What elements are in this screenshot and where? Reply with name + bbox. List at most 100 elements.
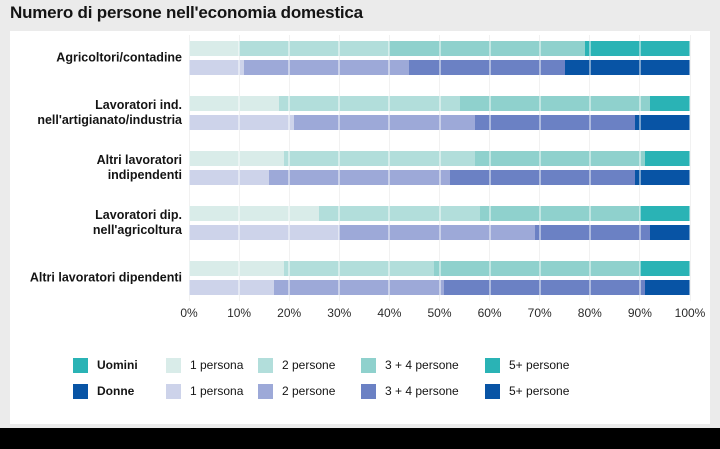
legend-item-uomini-4: 5+ persone xyxy=(485,358,569,373)
legend-item-uomini-1: 1 persona xyxy=(166,358,243,373)
gridline-overlay-100 xyxy=(689,35,691,301)
segment-5+ persone xyxy=(649,96,690,111)
segment-1 persona xyxy=(189,261,285,276)
category-label: Agricoltori/contadine xyxy=(56,50,182,65)
x-tick-label: 10% xyxy=(227,306,252,320)
gridline-0 xyxy=(188,35,190,301)
segment-3 + 4 persone xyxy=(459,96,650,111)
gridline-70 xyxy=(539,35,541,301)
legend-swatch xyxy=(258,384,273,399)
gridline-80 xyxy=(589,35,591,301)
segment-3 + 4 persone xyxy=(479,206,640,221)
gridline-40 xyxy=(388,35,390,301)
legend-item-donne-2: 2 persone xyxy=(258,384,335,399)
legend-swatch xyxy=(258,358,273,373)
legend-item-uomini-2: 2 persone xyxy=(258,358,335,373)
segment-2 persone xyxy=(269,170,450,185)
gridline-10 xyxy=(238,35,240,301)
bar-uomini-3 xyxy=(189,206,690,221)
legend-item-label: 5+ persone xyxy=(509,358,570,372)
legend-swatch xyxy=(485,358,500,373)
segment-5+ persone xyxy=(639,206,690,221)
legend-swatch xyxy=(166,384,181,399)
bar-donne-3 xyxy=(189,225,690,240)
segment-2 persone xyxy=(239,41,390,56)
category-label: Lavoratori dip. nell'agricoltura xyxy=(92,208,182,237)
gridline-overlay-50 xyxy=(438,35,441,301)
segment-1 persona xyxy=(189,170,270,185)
segment-2 persone xyxy=(294,115,475,130)
legend-item-label: 3 + 4 persone xyxy=(385,358,459,372)
gridline-overlay-60 xyxy=(488,35,491,301)
gridline-overlay-10 xyxy=(238,35,241,301)
bar-donne-4 xyxy=(189,280,690,295)
segment-1 persona xyxy=(189,280,275,295)
gridline-overlay-70 xyxy=(538,35,541,301)
x-tick-label: 40% xyxy=(377,306,402,320)
segment-1 persona xyxy=(189,206,320,221)
legend-series-uomini: Uomini xyxy=(73,358,138,373)
bar-donne-0 xyxy=(189,60,690,75)
gridline-50 xyxy=(439,35,440,301)
chart-title: Numero di persone nell'economia domestic… xyxy=(10,3,363,22)
segment-3 + 4 persone xyxy=(389,41,585,56)
segment-5+ persone xyxy=(644,280,690,295)
gridline-60 xyxy=(489,35,491,301)
segment-2 persone xyxy=(244,60,410,75)
bar-donne-1 xyxy=(189,115,690,130)
segment-2 persone xyxy=(319,206,480,221)
segment-5+ persone xyxy=(649,225,690,240)
gridline-overlay-80 xyxy=(588,35,591,301)
segment-2 persone xyxy=(274,280,445,295)
gridline-overlay-0 xyxy=(188,35,190,301)
legend-swatch xyxy=(166,358,181,373)
segment-1 persona xyxy=(189,115,295,130)
segment-1 persona xyxy=(189,41,240,56)
legend-label-uomini: Uomini xyxy=(97,358,138,372)
segment-2 persone xyxy=(284,261,435,276)
legend-item-uomini-3: 3 + 4 persone xyxy=(361,358,459,373)
segment-1 persona xyxy=(189,151,285,166)
x-tick-label: 70% xyxy=(527,306,552,320)
legend-item-donne-1: 1 persona xyxy=(166,384,243,399)
gridline-90 xyxy=(639,35,641,301)
plot-area: 0% 10% 20% 30% 40% 50% 60% 70% 80% 90% 100% xyxy=(180,35,705,335)
gridline-overlay-30 xyxy=(338,35,341,301)
segment-5+ persone xyxy=(644,151,690,166)
legend-swatch xyxy=(485,384,500,399)
segment-5+ persone xyxy=(639,261,690,276)
segment-1 persona xyxy=(189,225,340,240)
legend-item-label: 3 + 4 persone xyxy=(385,384,459,398)
legend-swatch xyxy=(361,384,376,399)
segment-3 + 4 persone xyxy=(534,225,650,240)
legend-item-label: 1 persona xyxy=(190,384,244,398)
segment-2 persone xyxy=(284,151,475,166)
category-label: Lavoratori ind. nell'artigianato/industri… xyxy=(37,98,182,127)
gridline-overlay-20 xyxy=(288,35,291,301)
legend-item-label: 2 persone xyxy=(282,384,336,398)
category-label: Altri lavoratori dipendenti xyxy=(29,270,182,285)
segment-5+ persone xyxy=(584,41,690,56)
bar-uomini-4 xyxy=(189,261,690,276)
gridline-overlay-40 xyxy=(388,35,391,301)
legend-swatch-uomini xyxy=(73,358,88,373)
x-tick-label: 20% xyxy=(277,306,302,320)
segment-5+ persone xyxy=(564,60,690,75)
segment-1 persona xyxy=(189,96,280,111)
gridline-30 xyxy=(338,35,340,301)
segment-3 + 4 persone xyxy=(474,115,635,130)
bar-uomini-0 xyxy=(189,41,690,56)
legend-series-donne: Donne xyxy=(73,384,134,399)
bottom-black-bar xyxy=(0,428,720,449)
segment-2 persone xyxy=(339,225,535,240)
bar-uomini-2 xyxy=(189,151,690,166)
segment-3 + 4 persone xyxy=(449,170,635,185)
legend-item-label: 5+ persone xyxy=(509,384,570,398)
category-label: Altri lavoratori indipendenti xyxy=(96,153,182,182)
bar-uomini-1 xyxy=(189,96,690,111)
legend-item-donne-4: 5+ persone xyxy=(485,384,569,399)
segment-5+ persone xyxy=(634,170,690,185)
x-tick-label: 30% xyxy=(327,306,352,320)
x-tick-label: 50% xyxy=(427,306,452,320)
